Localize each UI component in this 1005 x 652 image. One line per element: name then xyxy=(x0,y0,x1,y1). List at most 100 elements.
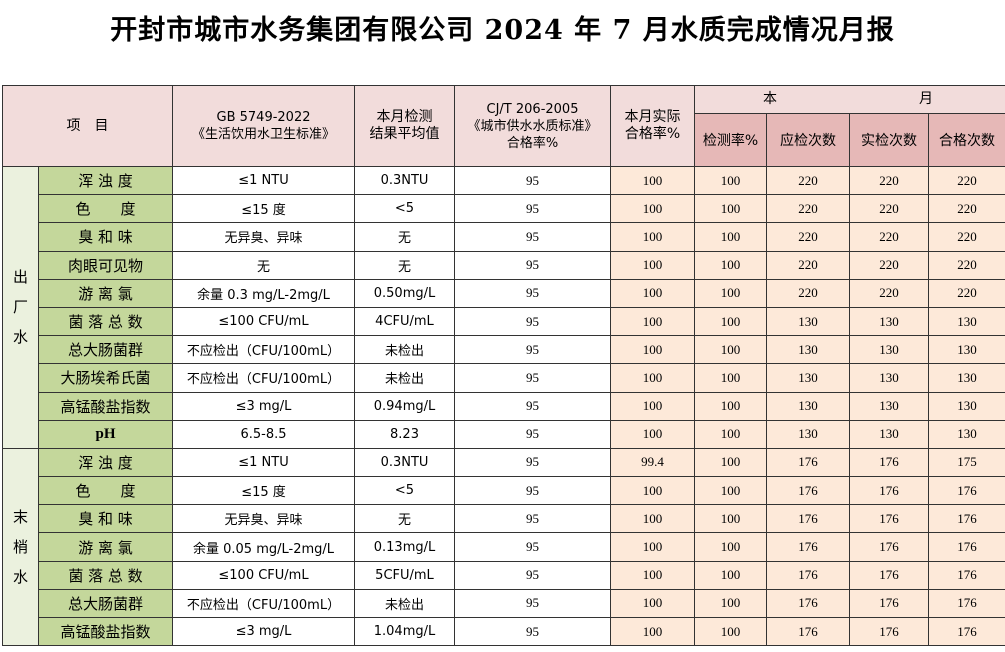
table-row: 色 度 ≤15 度 <5 95 100 100 220 220 220 xyxy=(3,194,1005,224)
row-cjt-rate: 95 xyxy=(454,222,611,252)
row-cjt-rate: 95 xyxy=(454,588,611,619)
table-row: 游 离 氯余量 0.3 mg/L-2mg/L 0.50mg/L 95 100 100 22… xyxy=(3,278,1005,308)
row-detection-rate: 100 xyxy=(694,250,767,280)
row-detection-rate: 100 xyxy=(694,504,767,534)
row-detection-rate: 100 xyxy=(694,335,767,365)
row-qualified: 220 xyxy=(928,250,1005,280)
row-actual-test: 176 xyxy=(849,447,929,478)
row-item-name: 臭 和 味 xyxy=(38,504,173,534)
row-actual-test: 220 xyxy=(849,250,929,280)
header-detection-rate: 检测率% xyxy=(694,113,767,167)
row-qualified: 130 xyxy=(928,335,1005,365)
row-monthly-average: 0.13mg/L xyxy=(354,532,455,562)
row-monthly-average: 0.3NTU xyxy=(354,447,455,478)
row-monthly-average: 无 xyxy=(354,250,455,280)
header-item: 项 目 xyxy=(2,85,173,167)
header-gb-code: GB 5749-2022 xyxy=(216,110,311,125)
row-detection-rate: 100 xyxy=(694,532,767,562)
table-row: pH 6.5-8.5 8.23 95 100 100 130 130 130 xyxy=(3,419,1005,449)
header-month-right: 月 xyxy=(919,91,933,107)
group-label: 末梢水 xyxy=(2,447,39,647)
row-qualified: 130 xyxy=(928,363,1005,393)
row-actual-test: 176 xyxy=(849,476,929,506)
row-gb-limit: ≤15 度 xyxy=(172,476,355,506)
table-row: 高锰酸盐指数 ≤3 mg/L 1.04mg/L 95 100 100 176 176 176 xyxy=(3,616,1005,647)
row-monthly-average: 无 xyxy=(354,504,455,534)
row-cjt-rate: 95 xyxy=(454,278,611,308)
row-detection-rate: 100 xyxy=(694,588,767,619)
row-actual-pass-rate: 100 xyxy=(610,476,695,506)
row-gb-limit: 6.5-8.5 xyxy=(172,419,355,449)
row-actual-pass-rate: 100 xyxy=(610,278,695,308)
table-row: 出厂水浑 浊 度 ≤1 NTU 0.3NTU 95 100 100 220 220 220 xyxy=(2,165,1005,449)
report-title: 开封市城市水务集团有限公司 2024 年 7 月水质完成情况月报 xyxy=(110,15,895,46)
row-should-test: 220 xyxy=(766,278,850,308)
row-detection-rate: 100 xyxy=(694,419,767,449)
row-actual-pass-rate: 100 xyxy=(610,194,695,224)
row-qualified: 130 xyxy=(928,391,1005,421)
row-item-name: 游 离 氯 xyxy=(38,278,173,308)
row-cjt-rate: 95 xyxy=(454,616,611,647)
group-label: 出厂水 xyxy=(2,166,39,449)
header-cjt-rate: 合格率% xyxy=(506,135,559,151)
row-should-test: 176 xyxy=(766,504,850,534)
row-actual-pass-rate: 100 xyxy=(610,165,695,196)
row-gb-limit: ≤100 CFU/mL xyxy=(172,306,355,337)
row-actual-test: 130 xyxy=(849,419,929,449)
row-gb-limit: 无 xyxy=(172,250,355,280)
row-monthly-average: 未检出 xyxy=(354,335,455,365)
row-actual-test: 220 xyxy=(849,222,929,252)
row-should-test: 130 xyxy=(766,335,850,365)
row-detection-rate: 100 xyxy=(694,476,767,506)
row-detection-rate: 100 xyxy=(694,278,767,308)
row-qualified: 175 xyxy=(928,447,1005,478)
row-qualified: 176 xyxy=(928,588,1005,619)
row-gb-limit: ≤15 度 xyxy=(172,194,355,224)
header-actual-line1: 本月实际 xyxy=(624,109,681,125)
row-qualified: 220 xyxy=(928,278,1005,308)
row-actual-pass-rate: 100 xyxy=(610,560,695,590)
row-gb-limit: 无异臭、异味 xyxy=(172,504,355,534)
row-gb-limit: 不应检出（CFU/100mL） xyxy=(172,588,355,619)
row-should-test: 130 xyxy=(766,419,850,449)
row-item-name: 大肠埃希氏菌 xyxy=(38,363,173,393)
row-should-test: 176 xyxy=(766,588,850,619)
table-row: 总大肠菌群 不应检出（CFU/100mL） 未检出 95 100 100 130 130 130 xyxy=(3,335,1005,365)
table-row: 臭 和 味无异臭、异味无 95 100 100 176 176 176 xyxy=(3,504,1005,534)
row-item-name: 色 度 xyxy=(38,194,173,224)
row-cjt-rate: 95 xyxy=(454,476,611,506)
row-monthly-average: 未检出 xyxy=(354,363,455,393)
row-should-test: 176 xyxy=(766,616,850,647)
row-qualified: 130 xyxy=(928,306,1005,337)
header-month-left: 本 xyxy=(763,91,777,107)
row-monthly-average: 0.3NTU xyxy=(354,165,455,196)
header-actual-pass-rate: 本月实际 合格率% xyxy=(610,85,695,167)
row-gb-limit: 余量 0.05 mg/L-2mg/L xyxy=(172,532,355,562)
row-detection-rate: 100 xyxy=(694,222,767,252)
table-row: 臭 和 味无异臭、异味无 95 100 100 220 220 220 xyxy=(3,222,1005,252)
row-actual-test: 130 xyxy=(849,335,929,365)
row-should-test: 220 xyxy=(766,194,850,224)
row-actual-pass-rate: 100 xyxy=(610,335,695,365)
row-cjt-rate: 95 xyxy=(454,250,611,280)
row-item-name: 总大肠菌群 xyxy=(38,335,173,365)
row-detection-rate: 100 xyxy=(694,447,767,478)
row-item-name: 菌 落 总 数 xyxy=(38,306,173,337)
row-cjt-rate: 95 xyxy=(454,165,611,196)
row-gb-limit: 不应检出（CFU/100mL） xyxy=(172,363,355,393)
row-detection-rate: 100 xyxy=(694,306,767,337)
row-actual-test: 176 xyxy=(849,560,929,590)
row-cjt-rate: 95 xyxy=(454,504,611,534)
row-cjt-rate: 95 xyxy=(454,560,611,590)
row-cjt-rate: 95 xyxy=(454,532,611,562)
row-actual-test: 130 xyxy=(849,391,929,421)
row-item-name: 浑 浊 度 xyxy=(38,165,173,196)
table-row: 色 度 ≤15 度 <5 95 100 100 176 176 176 xyxy=(3,476,1005,506)
row-cjt-rate: 95 xyxy=(454,306,611,337)
row-cjt-rate: 95 xyxy=(454,194,611,224)
row-gb-limit: ≤3 mg/L xyxy=(172,391,355,421)
row-item-name: 浑 浊 度 xyxy=(38,447,173,478)
row-actual-pass-rate: 100 xyxy=(610,588,695,619)
row-item-name: 臭 和 味 xyxy=(38,222,173,252)
row-qualified: 176 xyxy=(928,560,1005,590)
